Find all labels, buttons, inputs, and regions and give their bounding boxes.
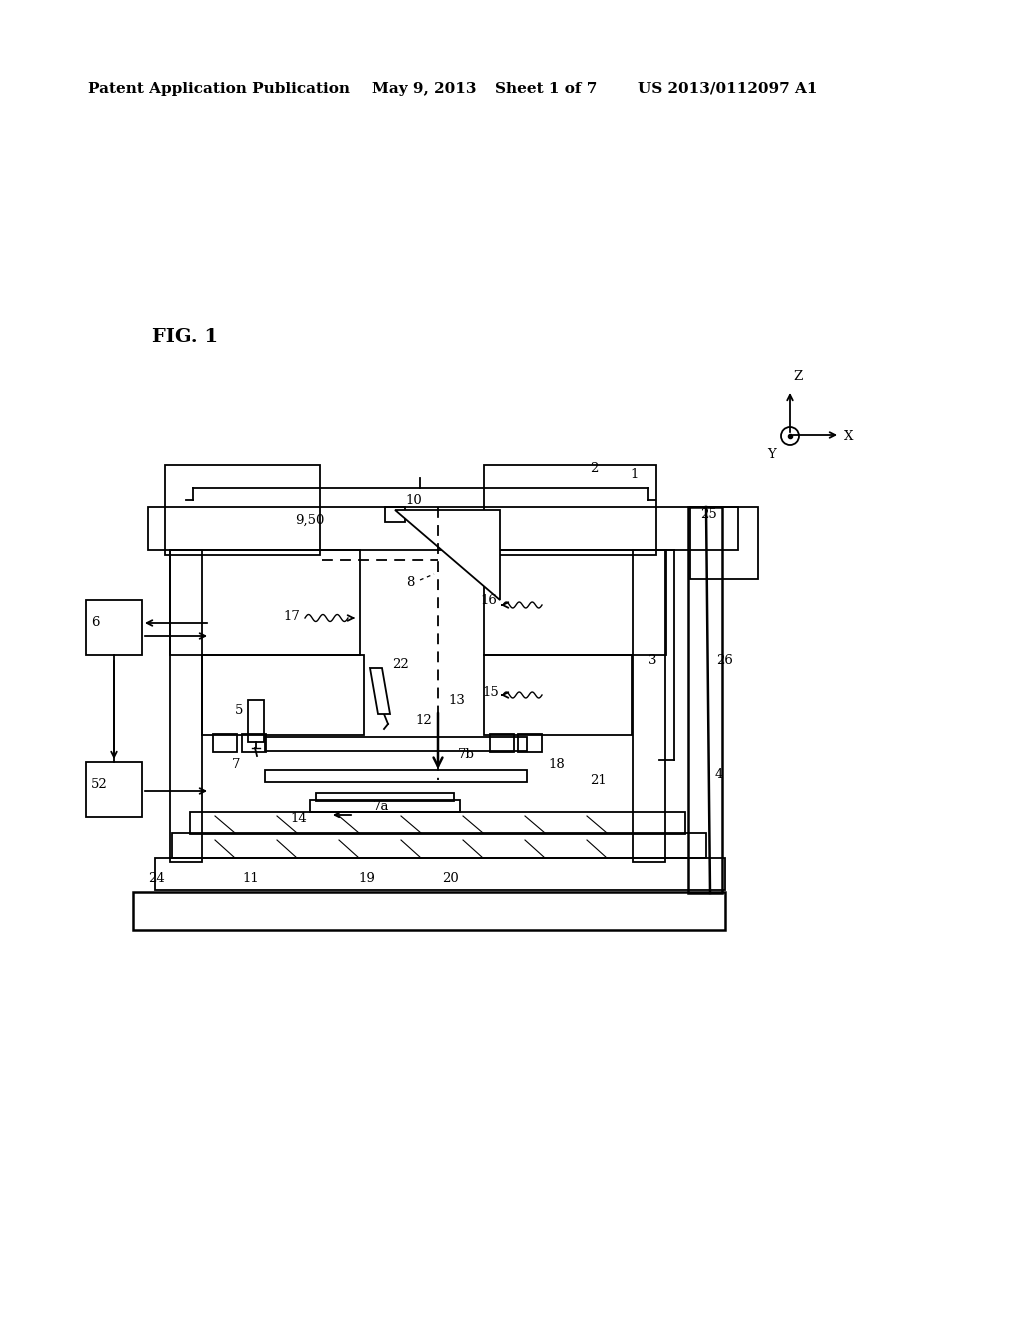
Bar [170, 550, 360, 655]
Text: 25: 25 [700, 508, 717, 521]
Text: Z: Z [793, 370, 802, 383]
Bar [165, 465, 319, 554]
Text: 1: 1 [630, 469, 638, 482]
Text: 10: 10 [406, 494, 422, 507]
Polygon shape [395, 510, 500, 601]
Text: 15: 15 [482, 686, 499, 700]
Text: 9,50: 9,50 [295, 513, 325, 527]
Text: US 2013/0112097 A1: US 2013/0112097 A1 [638, 82, 817, 96]
Bar [490, 734, 514, 752]
Text: 20: 20 [442, 871, 459, 884]
Text: 13: 13 [449, 693, 465, 706]
Bar [248, 700, 264, 742]
Bar [202, 655, 364, 735]
Text: Y: Y [767, 447, 776, 461]
Text: May 9, 2013: May 9, 2013 [372, 82, 476, 96]
Bar [316, 793, 454, 801]
Text: 11: 11 [242, 871, 259, 884]
Text: 14: 14 [290, 812, 307, 825]
Text: 2: 2 [590, 462, 598, 474]
Text: 52: 52 [91, 779, 108, 792]
Bar [265, 737, 527, 751]
Text: 4: 4 [715, 768, 723, 781]
Text: 7b: 7b [458, 748, 475, 762]
Bar [385, 507, 406, 521]
Bar [484, 550, 666, 655]
Text: 24: 24 [148, 871, 165, 884]
Text: 26: 26 [716, 653, 733, 667]
Text: 22: 22 [392, 659, 409, 672]
Text: 17: 17 [283, 610, 300, 623]
Bar [633, 550, 665, 862]
Bar [518, 734, 542, 752]
Bar [172, 833, 706, 858]
Text: 21: 21 [590, 774, 607, 787]
Bar [242, 734, 266, 752]
Text: 5: 5 [234, 704, 244, 717]
Bar [213, 734, 237, 752]
Bar [484, 655, 632, 735]
Text: 16: 16 [480, 594, 497, 606]
Bar [86, 762, 142, 817]
Bar [133, 892, 725, 931]
Text: 6: 6 [91, 615, 99, 628]
Text: Patent Application Publication: Patent Application Publication [88, 82, 350, 96]
Bar [148, 507, 738, 550]
Bar [310, 800, 460, 812]
Bar [155, 858, 725, 890]
Bar [265, 770, 527, 781]
Text: 12: 12 [415, 714, 432, 726]
Bar [190, 812, 685, 834]
Text: 19: 19 [358, 871, 375, 884]
Polygon shape [370, 668, 390, 714]
Bar [86, 601, 142, 655]
Text: 18: 18 [548, 759, 565, 771]
Bar [170, 550, 202, 862]
Text: FIG. 1: FIG. 1 [152, 327, 218, 346]
Bar [484, 465, 656, 554]
Text: 3: 3 [648, 653, 656, 667]
Text: 7: 7 [232, 759, 241, 771]
Text: 7a: 7a [373, 800, 389, 813]
Bar [688, 507, 722, 894]
Text: Sheet 1 of 7: Sheet 1 of 7 [495, 82, 597, 96]
Text: 8: 8 [406, 576, 415, 589]
Text: X: X [844, 430, 853, 444]
Bar [690, 507, 758, 579]
